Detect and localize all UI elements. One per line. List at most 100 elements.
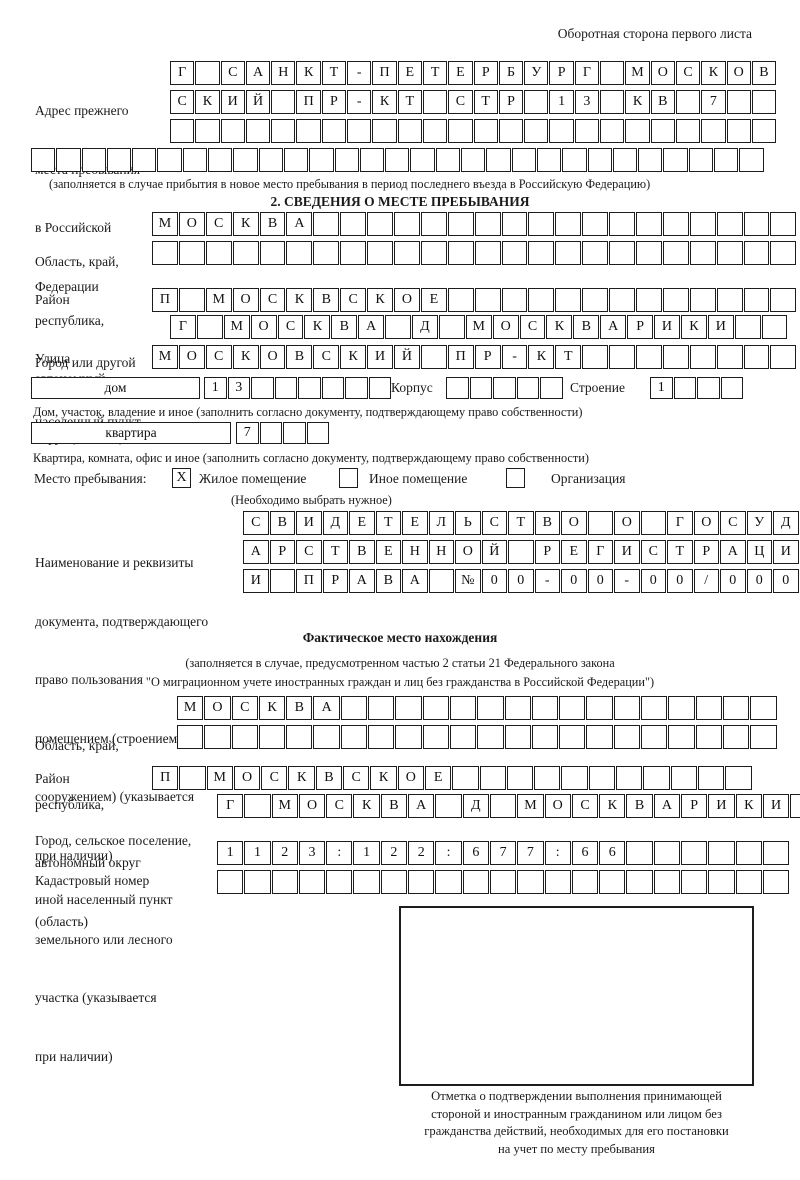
char-cell[interactable]: И	[614, 540, 640, 564]
char-cell[interactable]: Р	[693, 540, 719, 564]
char-cell[interactable]	[689, 288, 716, 312]
char-cell[interactable]	[178, 288, 205, 312]
char-cell[interactable]: Т	[508, 511, 534, 535]
char-cell[interactable]	[501, 288, 528, 312]
char-cell[interactable]: Й	[481, 540, 507, 564]
char-cell[interactable]	[182, 148, 208, 172]
char-cell[interactable]: Й	[245, 90, 271, 114]
char-cell[interactable]	[609, 241, 636, 265]
char-cell[interactable]: В	[751, 61, 777, 85]
char-cell[interactable]	[582, 288, 609, 312]
char-cell[interactable]: О	[544, 794, 571, 818]
char-cell[interactable]	[195, 61, 220, 85]
char-cell[interactable]	[720, 377, 743, 399]
char-cell[interactable]: А	[720, 540, 746, 564]
char-cell[interactable]: К	[232, 212, 259, 236]
char-cell[interactable]: К	[625, 90, 650, 114]
char-cell[interactable]	[688, 148, 714, 172]
char-cell[interactable]: Т	[375, 511, 401, 535]
char-cell[interactable]: О	[178, 345, 205, 369]
char-cell[interactable]	[420, 212, 447, 236]
char-cell[interactable]: 1	[217, 841, 244, 865]
char-cell[interactable]: Д	[412, 315, 438, 339]
char-cell[interactable]	[449, 696, 477, 720]
char-cell[interactable]: Л	[428, 511, 454, 535]
char-cell[interactable]: С	[675, 61, 701, 85]
char-cell[interactable]: Г	[170, 61, 195, 85]
char-cell[interactable]	[217, 870, 244, 894]
char-cell[interactable]	[640, 511, 666, 535]
char-cell[interactable]	[385, 148, 410, 172]
char-cell[interactable]: К	[367, 288, 394, 312]
char-cell[interactable]	[435, 148, 461, 172]
char-cell[interactable]	[372, 119, 397, 143]
char-cell[interactable]: И	[654, 315, 680, 339]
char-cell[interactable]: :	[326, 841, 353, 865]
char-cell[interactable]	[31, 148, 56, 172]
char-cell[interactable]	[681, 841, 708, 865]
char-cell[interactable]: М	[152, 345, 178, 369]
char-cell[interactable]	[609, 212, 636, 236]
char-cell[interactable]	[233, 148, 258, 172]
char-cell[interactable]	[574, 119, 600, 143]
char-cell[interactable]: О	[178, 212, 205, 236]
char-cell[interactable]	[469, 377, 492, 399]
char-cell[interactable]: Р	[322, 569, 348, 593]
char-cell[interactable]	[367, 212, 394, 236]
char-cell[interactable]	[695, 725, 722, 749]
char-cell[interactable]: 6	[571, 841, 599, 865]
char-cell[interactable]	[524, 119, 549, 143]
char-cell[interactable]	[743, 345, 770, 369]
char-cell[interactable]: К	[370, 766, 397, 790]
char-cell[interactable]: Р	[534, 540, 560, 564]
char-cell[interactable]: -	[347, 90, 372, 114]
char-cell[interactable]: 0	[561, 569, 587, 593]
char-cell[interactable]: П	[296, 569, 322, 593]
char-cell[interactable]	[714, 148, 739, 172]
char-cell[interactable]	[259, 422, 282, 444]
char-cell[interactable]: 1	[244, 841, 271, 865]
char-cell[interactable]: О	[204, 696, 231, 720]
char-cell[interactable]: Р	[269, 540, 295, 564]
char-cell[interactable]: С	[220, 61, 245, 85]
char-cell[interactable]	[498, 119, 524, 143]
stroenie-row[interactable]: 1	[650, 377, 743, 399]
char-cell[interactable]	[345, 377, 368, 399]
char-cell[interactable]	[743, 212, 770, 236]
char-cell[interactable]	[653, 870, 681, 894]
char-cell[interactable]: Д	[773, 511, 799, 535]
char-cell[interactable]: К	[296, 61, 321, 85]
char-cell[interactable]	[501, 212, 528, 236]
char-cell[interactable]: К	[232, 345, 259, 369]
char-cell[interactable]	[559, 725, 586, 749]
char-cell[interactable]	[670, 766, 697, 790]
char-cell[interactable]	[708, 870, 735, 894]
char-cell[interactable]	[770, 288, 797, 312]
char-cell[interactable]: А	[349, 569, 375, 593]
char-cell[interactable]: И	[220, 90, 245, 114]
char-cell[interactable]	[435, 794, 462, 818]
char-cell[interactable]	[428, 569, 454, 593]
char-cell[interactable]: 1	[650, 377, 673, 399]
char-cell[interactable]: В	[375, 569, 401, 593]
char-cell[interactable]	[511, 148, 536, 172]
char-cell[interactable]: 7	[489, 841, 517, 865]
char-cell[interactable]: 1	[549, 90, 574, 114]
char-cell[interactable]: Т	[397, 90, 422, 114]
char-cell[interactable]	[258, 148, 283, 172]
char-cell[interactable]	[489, 870, 517, 894]
char-cell[interactable]: 3	[298, 841, 326, 865]
char-cell[interactable]: В	[349, 540, 375, 564]
char-cell[interactable]: 0	[720, 569, 746, 593]
char-cell[interactable]: Г	[587, 540, 613, 564]
char-cell[interactable]	[586, 696, 613, 720]
char-cell[interactable]	[643, 766, 670, 790]
char-cell[interactable]	[422, 725, 449, 749]
char-cell[interactable]: -	[347, 61, 372, 85]
char-cell[interactable]: У	[524, 61, 549, 85]
char-cell[interactable]	[178, 241, 205, 265]
char-cell[interactable]	[220, 119, 245, 143]
char-cell[interactable]	[641, 725, 668, 749]
char-cell[interactable]	[528, 212, 555, 236]
